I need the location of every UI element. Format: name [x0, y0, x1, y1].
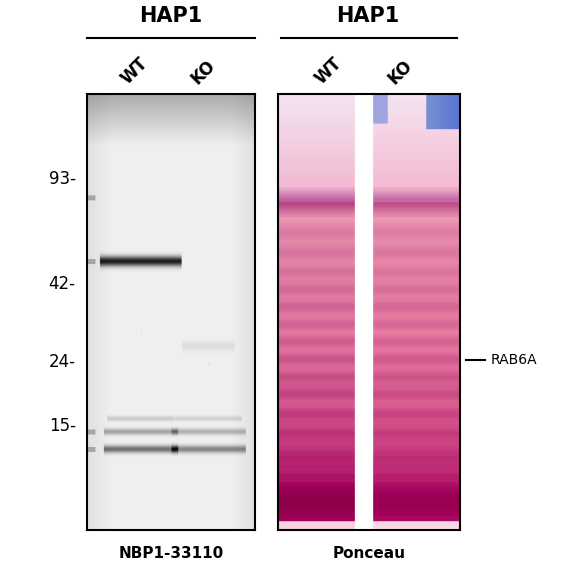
Text: KO: KO	[384, 56, 416, 88]
Text: 93-: 93-	[49, 170, 76, 188]
Text: 24-: 24-	[49, 353, 76, 372]
Text: HAP1: HAP1	[140, 6, 203, 26]
Text: RAB6A: RAB6A	[491, 353, 537, 367]
Text: HAP1: HAP1	[336, 6, 399, 26]
Text: 42-: 42-	[49, 275, 76, 292]
Text: NBP1-33110: NBP1-33110	[118, 546, 224, 561]
Text: Ponceau: Ponceau	[333, 546, 406, 561]
Text: WT: WT	[311, 54, 345, 88]
Text: 15-: 15-	[49, 417, 76, 435]
Text: WT: WT	[118, 54, 151, 88]
Text: KO: KO	[188, 56, 219, 88]
